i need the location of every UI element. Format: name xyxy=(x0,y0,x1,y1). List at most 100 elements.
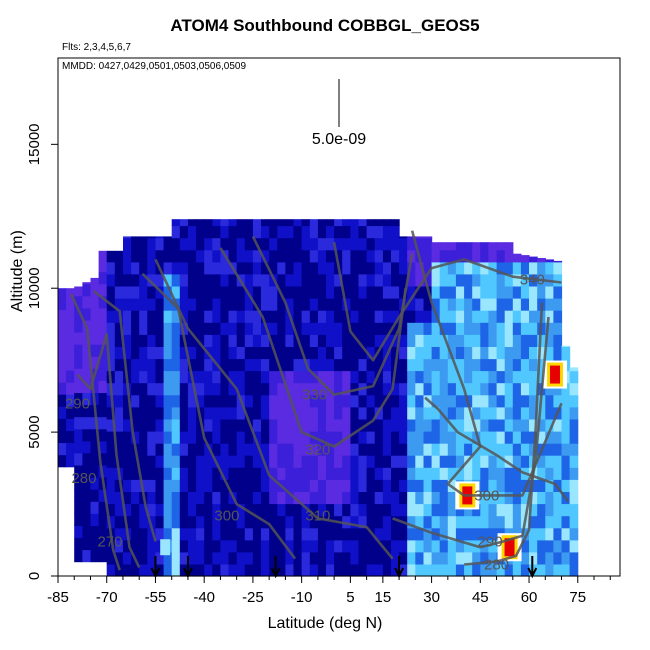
heatmap-cell xyxy=(220,298,230,311)
heatmap-cell xyxy=(496,503,506,517)
heatmap-cell xyxy=(293,467,303,480)
heatmap-cell xyxy=(66,430,75,444)
heatmap-cell xyxy=(366,479,376,492)
heatmap-cell xyxy=(309,491,319,505)
heatmap-cell xyxy=(196,467,205,480)
heatmap-cell xyxy=(350,491,360,505)
heatmap-cell xyxy=(301,346,311,360)
heatmap-cell xyxy=(504,298,514,311)
heatmap-cell xyxy=(334,539,343,553)
heatmap-cell xyxy=(561,431,571,444)
heatmap-cell xyxy=(553,467,563,480)
heatmap-cell xyxy=(236,298,246,311)
heatmap-cell xyxy=(139,237,148,251)
heatmap-cell xyxy=(74,489,83,502)
heatmap-cell xyxy=(382,370,392,384)
heatmap-cell xyxy=(537,515,546,529)
heatmap-cell xyxy=(82,428,92,442)
heatmap-cell xyxy=(391,334,400,347)
heatmap-cell xyxy=(220,443,230,456)
heatmap-cell xyxy=(252,298,262,311)
heatmap-cell xyxy=(480,322,489,335)
heatmap-cell xyxy=(423,249,433,263)
heatmap-cell xyxy=(301,219,311,227)
heatmap-cell xyxy=(553,418,563,432)
heatmap-cell xyxy=(374,491,384,505)
heatmap-cell xyxy=(123,479,132,492)
heatmap-cell xyxy=(399,237,408,251)
heatmap-cell xyxy=(212,261,221,275)
heatmap-cell xyxy=(358,491,368,505)
dates-label: MMDD: 0427,0429,0501,0503,0506,0509 xyxy=(62,61,247,72)
heatmap-cell xyxy=(317,394,327,408)
heatmap-cell xyxy=(334,443,343,456)
heatmap-cell xyxy=(309,479,319,492)
heatmap-cell xyxy=(472,249,481,263)
heatmap-cell xyxy=(171,515,181,529)
isentrope-label: 300 xyxy=(214,508,239,525)
heatmap-cell xyxy=(504,242,514,251)
heatmap-cell xyxy=(82,282,92,285)
heatmap-cell xyxy=(358,443,368,456)
heatmap-cell xyxy=(236,406,246,420)
heatmap-cell xyxy=(204,322,213,335)
heatmap-cell xyxy=(123,394,132,408)
heatmap-cell xyxy=(285,322,295,335)
isentrope-line xyxy=(219,247,407,448)
heatmap-cell xyxy=(147,370,156,384)
heatmap-cell xyxy=(236,237,246,251)
heatmap-cell xyxy=(545,259,554,263)
heatmap-cell xyxy=(252,225,262,239)
heatmap-cell xyxy=(285,431,295,444)
heatmap-cell xyxy=(447,346,457,360)
heatmap-cell xyxy=(382,527,392,541)
heatmap-cell xyxy=(439,551,449,565)
heatmap-cell xyxy=(447,298,457,311)
heatmap-cell xyxy=(171,225,181,239)
heatmap-cell xyxy=(82,525,92,539)
heatmap-cell xyxy=(342,563,351,577)
heatmap-cell xyxy=(407,563,416,577)
heatmap-cell xyxy=(366,515,376,529)
heatmap-cell xyxy=(472,334,481,347)
heatmap-cell xyxy=(472,358,481,372)
heatmap-cell xyxy=(496,406,506,420)
heatmap-cell xyxy=(520,563,530,577)
heatmap-cell xyxy=(309,455,319,468)
heatmap-cell xyxy=(407,418,416,432)
heatmap-cell xyxy=(472,527,481,541)
heatmap-cell xyxy=(447,467,457,480)
heatmap-cell xyxy=(529,298,538,311)
heatmap-cell xyxy=(228,455,238,468)
heatmap-cell xyxy=(82,416,92,430)
heatmap-cell xyxy=(407,273,416,287)
heatmap-cell xyxy=(244,394,254,408)
heatmap-cell xyxy=(196,310,205,323)
heatmap-cell xyxy=(391,443,400,456)
heatmap-cell xyxy=(464,515,473,529)
heatmap-cell xyxy=(407,370,416,384)
heatmap-cell xyxy=(374,261,384,275)
heatmap-cell xyxy=(366,370,376,384)
heatmap-cell xyxy=(358,563,368,577)
heatmap-cell xyxy=(382,515,392,529)
heatmap-cell xyxy=(212,310,221,323)
heatmap-cell xyxy=(196,515,205,529)
heatmap-cell xyxy=(350,249,360,263)
heatmap-cell xyxy=(147,455,156,468)
heatmap-cell xyxy=(399,394,408,408)
heatmap-cell xyxy=(66,297,75,311)
heatmap-cell xyxy=(529,515,538,529)
heatmap-cell xyxy=(293,406,303,420)
heatmap-cell xyxy=(358,406,368,420)
heatmap-cell xyxy=(74,452,83,466)
heatmap-cell xyxy=(399,551,408,565)
heatmap-cell xyxy=(196,491,205,505)
heatmap-cell xyxy=(293,382,303,396)
heatmap-cell xyxy=(415,467,424,480)
heatmap-cell xyxy=(187,443,197,456)
heatmap-cell xyxy=(472,503,481,517)
heatmap-cell xyxy=(147,346,156,360)
heatmap-cell xyxy=(212,370,221,384)
heatmap-cell xyxy=(391,491,400,505)
